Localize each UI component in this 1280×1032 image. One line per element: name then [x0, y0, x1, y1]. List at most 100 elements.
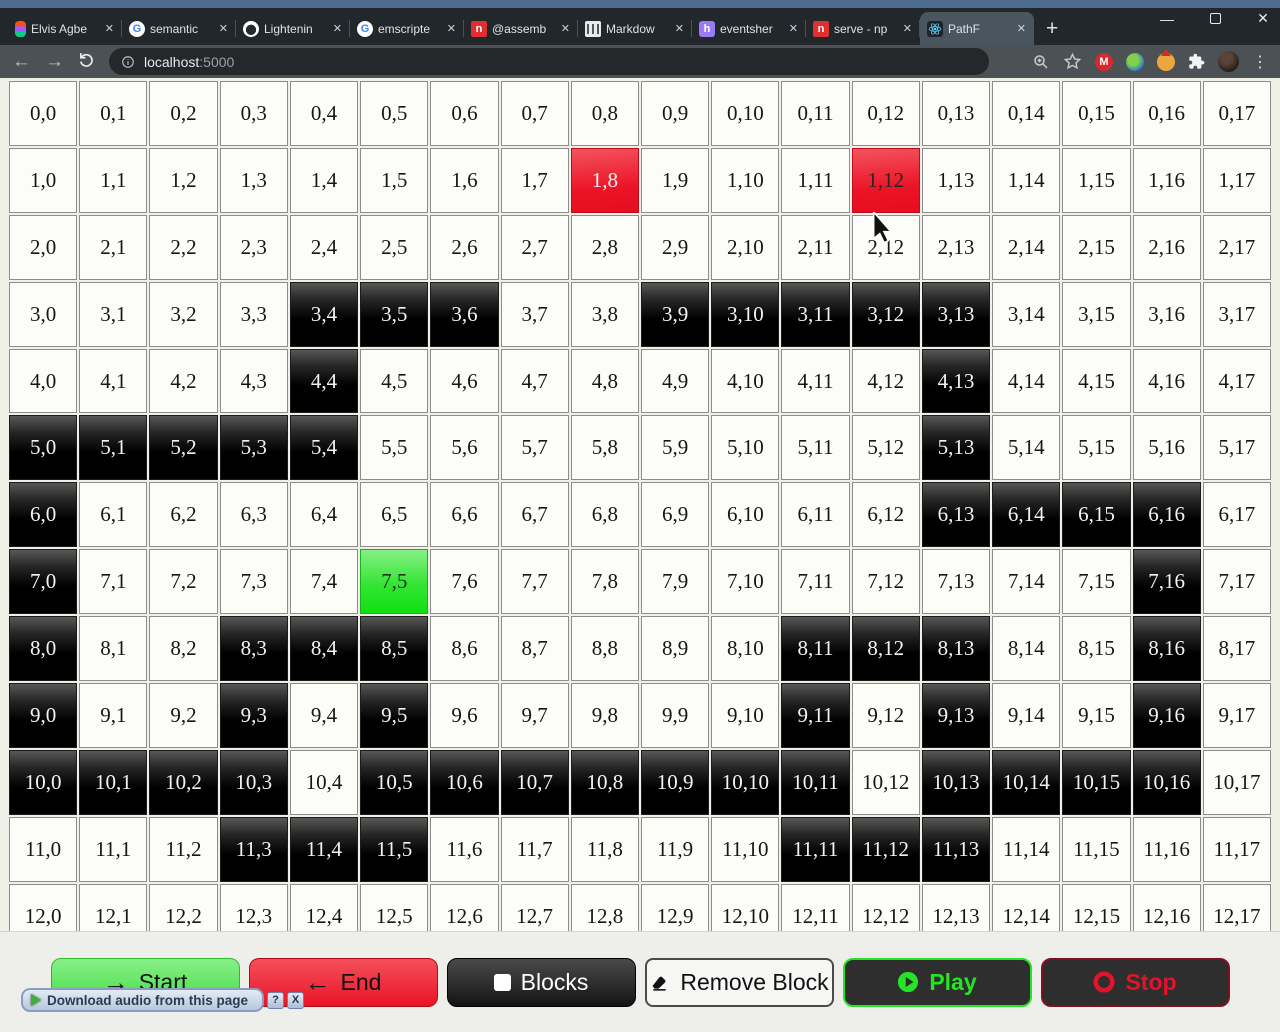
- grid-cell-2-10[interactable]: 2,10: [711, 214, 780, 280]
- new-tab-button[interactable]: +: [1046, 17, 1059, 40]
- forward-button[interactable]: →: [45, 51, 64, 72]
- grid-cell-3-15[interactable]: 3,15: [1062, 281, 1131, 347]
- grid-cell-5-8[interactable]: 5,8: [570, 415, 639, 481]
- grid-cell-3-13[interactable]: 3,13: [921, 281, 991, 347]
- profile-avatar[interactable]: [1218, 51, 1239, 72]
- grid-cell-2-16[interactable]: 2,16: [1132, 214, 1201, 280]
- grid-cell-4-2[interactable]: 4,2: [149, 348, 218, 414]
- grid-cell-3-8[interactable]: 3,8: [570, 281, 639, 347]
- grid-cell-5-16[interactable]: 5,16: [1132, 415, 1201, 481]
- grid-cell-6-8[interactable]: 6,8: [570, 482, 639, 548]
- grid-cell-5-17[interactable]: 5,17: [1202, 415, 1271, 481]
- grid-cell-11-13[interactable]: 11,13: [921, 816, 991, 882]
- grid-cell-5-4[interactable]: 5,4: [289, 415, 359, 481]
- info-icon[interactable]: [121, 55, 135, 69]
- extensions-puzzle-icon[interactable]: [1188, 53, 1205, 70]
- grid-cell-5-6[interactable]: 5,6: [430, 415, 499, 481]
- grid-cell-7-15[interactable]: 7,15: [1062, 549, 1131, 615]
- grid-cell-2-2[interactable]: 2,2: [149, 214, 218, 280]
- grid-cell-8-7[interactable]: 8,7: [500, 616, 569, 682]
- grid-cell-1-7[interactable]: 1,7: [500, 147, 569, 213]
- grid-cell-1-17[interactable]: 1,17: [1202, 147, 1271, 213]
- grid-cell-8-5[interactable]: 8,5: [360, 616, 429, 682]
- grid-cell-11-15[interactable]: 11,15: [1062, 816, 1131, 882]
- grid-cell-8-13[interactable]: 8,13: [921, 616, 991, 682]
- tab-close-icon[interactable]: ✕: [902, 23, 912, 35]
- grid-cell-9-6[interactable]: 9,6: [430, 683, 499, 748]
- grid-cell-10-15[interactable]: 10,15: [1062, 749, 1131, 815]
- grid-cell-0-5[interactable]: 0,5: [360, 81, 429, 146]
- grid-cell-2-5[interactable]: 2,5: [360, 214, 429, 280]
- grid-cell-4-1[interactable]: 4,1: [79, 348, 148, 414]
- grid-cell-0-15[interactable]: 0,15: [1062, 81, 1131, 146]
- grid-cell-2-3[interactable]: 2,3: [219, 214, 288, 280]
- grid-cell-9-17[interactable]: 9,17: [1202, 683, 1271, 748]
- grid-cell-11-11[interactable]: 11,11: [781, 816, 850, 882]
- grid-cell-2-14[interactable]: 2,14: [992, 214, 1061, 280]
- tab-lightenin[interactable]: Lightenin ✕: [236, 12, 350, 45]
- grid-cell-4-10[interactable]: 4,10: [711, 348, 780, 414]
- grid-cell-1-14[interactable]: 1,14: [992, 147, 1061, 213]
- maximize-button[interactable]: [1204, 11, 1226, 27]
- grid-cell-3-3[interactable]: 3,3: [219, 281, 288, 347]
- grid-cell-3-4[interactable]: 3,4: [289, 281, 359, 347]
- grid-cell-10-1[interactable]: 10,1: [79, 749, 148, 815]
- grid-cell-3-12[interactable]: 3,12: [851, 281, 920, 347]
- grid-cell-8-14[interactable]: 8,14: [992, 616, 1061, 682]
- tab-close-icon[interactable]: ✕: [1016, 23, 1026, 35]
- grid-cell-5-12[interactable]: 5,12: [851, 415, 920, 481]
- grid-cell-11-5[interactable]: 11,5: [360, 816, 429, 882]
- grid-cell-0-7[interactable]: 0,7: [500, 81, 569, 146]
- grid-cell-2-9[interactable]: 2,9: [640, 214, 710, 280]
- grid-cell-9-1[interactable]: 9,1: [79, 683, 148, 748]
- grid-cell-2-7[interactable]: 2,7: [500, 214, 569, 280]
- grid-cell-11-2[interactable]: 11,2: [149, 816, 218, 882]
- grid-cell-10-9[interactable]: 10,9: [640, 749, 710, 815]
- grid-cell-7-7[interactable]: 7,7: [500, 549, 569, 615]
- grid-cell-11-12[interactable]: 11,12: [851, 816, 920, 882]
- grid-cell-1-15[interactable]: 1,15: [1062, 147, 1131, 213]
- grid-cell-0-1[interactable]: 0,1: [79, 81, 148, 146]
- grid-cell-3-16[interactable]: 3,16: [1132, 281, 1201, 347]
- grid-cell-0-9[interactable]: 0,9: [640, 81, 710, 146]
- bookmark-star-icon[interactable]: [1063, 52, 1082, 71]
- grid-cell-8-15[interactable]: 8,15: [1062, 616, 1131, 682]
- grid-cell-11-9[interactable]: 11,9: [640, 816, 710, 882]
- grid-cell-2-17[interactable]: 2,17: [1202, 214, 1271, 280]
- grid-cell-10-6[interactable]: 10,6: [430, 749, 499, 815]
- stop-button[interactable]: Stop: [1040, 957, 1230, 1007]
- grid-cell-0-11[interactable]: 0,11: [781, 81, 850, 146]
- grid-cell-4-17[interactable]: 4,17: [1202, 348, 1271, 414]
- grid-cell-6-11[interactable]: 6,11: [781, 482, 850, 548]
- grid-cell-4-7[interactable]: 4,7: [500, 348, 569, 414]
- tab--assemb[interactable]: n @assemb ✕: [464, 12, 578, 45]
- grid-cell-3-10[interactable]: 3,10: [711, 281, 780, 347]
- grid-cell-11-10[interactable]: 11,10: [711, 816, 780, 882]
- tab-close-icon[interactable]: ✕: [674, 23, 684, 35]
- grid-cell-11-17[interactable]: 11,17: [1202, 816, 1271, 882]
- grid-cell-6-12[interactable]: 6,12: [851, 482, 920, 548]
- grid-cell-4-15[interactable]: 4,15: [1062, 348, 1131, 414]
- grid-cell-4-4[interactable]: 4,4: [289, 348, 359, 414]
- grid-cell-0-13[interactable]: 0,13: [921, 81, 991, 146]
- blocks-button[interactable]: Blocks: [446, 957, 636, 1007]
- grid-cell-8-8[interactable]: 8,8: [570, 616, 639, 682]
- grid-cell-1-3[interactable]: 1,3: [219, 147, 288, 213]
- grid-cell-6-1[interactable]: 6,1: [79, 482, 148, 548]
- grid-cell-5-3[interactable]: 5,3: [219, 415, 288, 481]
- grid-cell-0-10[interactable]: 0,10: [711, 81, 780, 146]
- grid-cell-5-11[interactable]: 5,11: [781, 415, 850, 481]
- grid-cell-0-16[interactable]: 0,16: [1132, 81, 1201, 146]
- grid-cell-1-13[interactable]: 1,13: [921, 147, 991, 213]
- grid-cell-8-11[interactable]: 8,11: [781, 616, 850, 682]
- grid-cell-2-15[interactable]: 2,15: [1062, 214, 1131, 280]
- grid-cell-0-2[interactable]: 0,2: [149, 81, 218, 146]
- mega-extension-icon[interactable]: M: [1095, 52, 1113, 71]
- grid-cell-4-13[interactable]: 4,13: [921, 348, 991, 414]
- back-button[interactable]: ←: [12, 51, 31, 72]
- grid-cell-8-4[interactable]: 8,4: [289, 616, 359, 682]
- grid-cell-4-6[interactable]: 4,6: [430, 348, 499, 414]
- grid-cell-10-0[interactable]: 10,0: [9, 749, 78, 815]
